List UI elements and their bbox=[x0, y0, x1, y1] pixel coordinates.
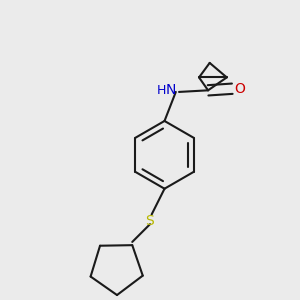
Text: S: S bbox=[146, 214, 154, 228]
Text: O: O bbox=[234, 82, 245, 96]
Text: H: H bbox=[157, 84, 166, 97]
Text: N: N bbox=[166, 83, 176, 97]
